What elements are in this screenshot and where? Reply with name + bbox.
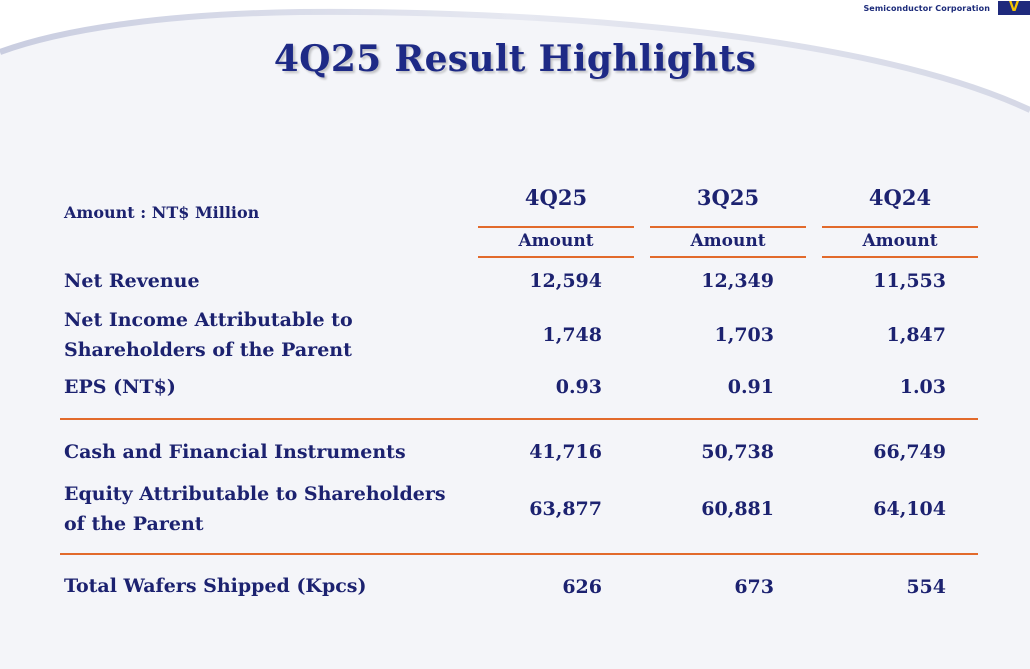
row-label-cash: Cash and Financial Instruments <box>64 437 406 467</box>
logo-mark-letter: V <box>1008 0 1020 15</box>
header-rule-bottom-2 <box>650 256 806 258</box>
header-swoosh <box>0 0 1030 113</box>
header-rule-top-2 <box>650 226 806 228</box>
column-subheader-2: Amount <box>690 231 766 251</box>
header-rule-bottom-1 <box>478 256 634 258</box>
cell-wafers-4q25: 626 <box>562 576 602 598</box>
row-label-wafers: Total Wafers Shipped (Kpcs) <box>64 571 367 601</box>
logo-company-text: Semiconductor Corporation <box>863 3 990 13</box>
column-header-4q24: 4Q24 <box>868 185 932 210</box>
row-label-line: Shareholders of the Parent <box>64 339 352 361</box>
unit-label: Amount : NT$ Million <box>64 203 260 222</box>
row-label-net-revenue: Net Revenue <box>64 266 200 296</box>
cell-net-income-3q25: 1,703 <box>714 324 775 346</box>
cell-equity-3q25: 60,881 <box>701 498 774 520</box>
cell-net-revenue-3q25: 12,349 <box>701 270 774 292</box>
cell-eps-3q25: 0.91 <box>727 376 774 398</box>
cell-eps-4q24: 1.03 <box>899 376 946 398</box>
row-label-line: EPS (NT$) <box>64 376 176 398</box>
cell-cash-4q25: 41,716 <box>529 441 602 463</box>
logo-mark-icon: V <box>998 1 1030 15</box>
cell-cash-3q25: 50,738 <box>701 441 774 463</box>
header-rule-top-1 <box>478 226 634 228</box>
cell-wafers-4q24: 554 <box>906 576 946 598</box>
cell-equity-4q24: 64,104 <box>873 498 946 520</box>
row-label-line: Net Income Attributable to <box>64 309 353 331</box>
row-label-line: Equity Attributable to Shareholders <box>64 483 446 505</box>
cell-cash-4q24: 66,749 <box>873 441 946 463</box>
section-divider-1 <box>60 418 978 420</box>
row-label-line: Cash and Financial Instruments <box>64 441 406 463</box>
row-label-eps: EPS (NT$) <box>64 372 176 402</box>
cell-equity-4q25: 63,877 <box>529 498 602 520</box>
cell-eps-4q25: 0.93 <box>555 376 602 398</box>
header-rule-bottom-3 <box>822 256 978 258</box>
row-label-line: Net Revenue <box>64 270 200 292</box>
cell-net-revenue-4q24: 11,553 <box>873 270 946 292</box>
column-subheader-3: Amount <box>862 231 938 251</box>
column-header-3q25: 3Q25 <box>696 185 760 210</box>
cell-net-revenue-4q25: 12,594 <box>529 270 602 292</box>
column-subheader-1: Amount <box>518 231 594 251</box>
header-rule-top-3 <box>822 226 978 228</box>
company-logo: Semiconductor Corporation V <box>863 0 1030 16</box>
cell-net-income-4q24: 1,847 <box>886 324 947 346</box>
row-label-line: Total Wafers Shipped (Kpcs) <box>64 575 367 597</box>
row-label-equity: Equity Attributable to Shareholders of t… <box>64 479 446 539</box>
page-title: 4Q25 Result Highlights <box>273 38 757 80</box>
cell-net-income-4q25: 1,748 <box>542 324 603 346</box>
column-header-4q25: 4Q25 <box>524 185 588 210</box>
cell-wafers-3q25: 673 <box>734 576 774 598</box>
row-label-net-income: Net Income Attributable to Shareholders … <box>64 305 353 365</box>
section-divider-2 <box>60 553 978 555</box>
row-label-line: of the Parent <box>64 513 204 535</box>
